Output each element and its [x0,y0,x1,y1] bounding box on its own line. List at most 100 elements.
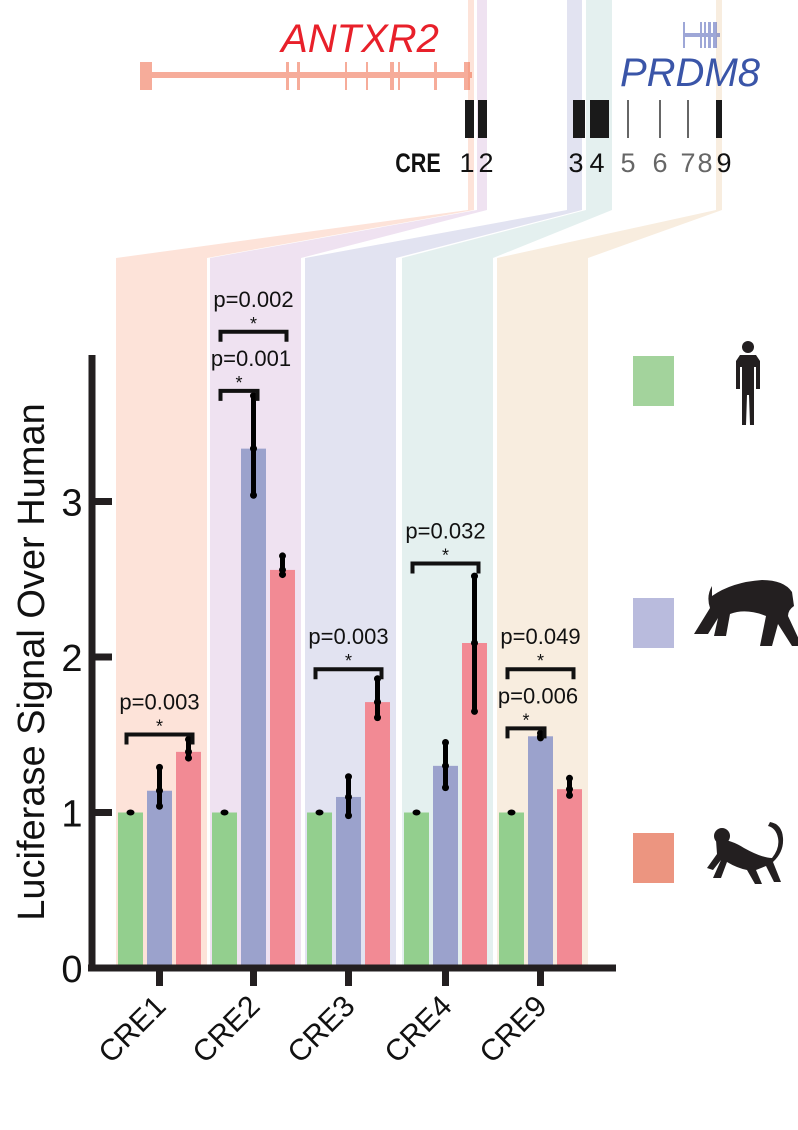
y-tick-label-2: 2 [61,638,82,680]
cre-boxes [465,100,722,138]
data-point [156,802,163,810]
significance-bracket [505,726,547,739]
bar-CRE4-0 [404,812,429,968]
data-point [345,812,352,820]
cre-number-5: 5 [620,148,635,178]
significance-star: * [442,545,449,565]
cre-number-2: 2 [478,148,493,178]
connector-band-CRE4 [402,0,612,258]
data-point [250,491,257,499]
data-point [566,791,573,799]
cre-number-6: 6 [652,148,667,178]
legend-swatch-human [633,356,674,406]
p-value-label: p=0.002 [213,287,293,312]
p-value-label: p=0.003 [308,624,388,649]
bar-CRE2-0 [212,812,237,968]
p-value-label: p=0.049 [500,624,580,649]
y-axis-label: Luciferase Signal Over Human [11,403,53,920]
significance-star: * [235,373,242,393]
data-point [471,572,478,580]
p-value-label: p=0.006 [498,683,578,708]
bar-CRE9-2 [557,789,582,968]
cre-connector-bands [116,0,722,258]
human-silhouette-icon [736,341,760,425]
data-point [412,809,421,816]
data-point [345,793,352,801]
gene-prdm8-label: PRDM8 [620,51,761,95]
cre-track-label: CRE [395,149,441,179]
bar-CRE3-1 [336,796,361,968]
significance-bracket [218,329,289,342]
bar-CRE1-0 [118,812,143,968]
cre-number-8: 8 [697,148,712,178]
legend-swatch-chimpanzee [633,598,674,648]
data-point [374,714,381,722]
gene-antxr2-model [140,62,472,90]
y-tick-label-1: 1 [61,794,82,836]
y-tick-label-0: 0 [61,949,82,991]
bar-CRE9-0 [499,812,524,968]
x-tick-label-CRE4: CRE4 [379,990,459,1070]
bar-CRE2-1 [241,448,266,968]
cre-number-3: 3 [568,148,583,178]
data-point [345,773,352,781]
chimpanzee-silhouette-icon [694,580,798,646]
data-point [185,754,192,762]
data-point [537,729,544,737]
significance-star: * [522,710,529,730]
data-point [374,698,381,706]
significance-bracket [218,388,260,401]
data-point [250,392,257,400]
data-point [279,552,286,560]
data-point [279,566,286,574]
x-tick-label-CRE9: CRE9 [474,990,554,1070]
x-tick-label-CRE2: CRE2 [187,990,267,1070]
data-point [156,763,163,771]
significance-bracket [313,667,384,680]
data-point [507,809,516,816]
data-point [566,774,573,782]
x-tick-label-CRE3: CRE3 [282,990,362,1070]
p-value-label: p=0.032 [405,518,485,543]
data-point [156,787,163,795]
bar-CRE2-2 [270,569,295,968]
bar-CRE3-2 [365,702,390,968]
cre-number-7: 7 [680,148,695,178]
data-point [126,809,135,816]
x-tick-label-CRE1: CRE1 [93,990,173,1070]
bar-CRE1-1 [147,790,172,968]
monkey-silhouette-icon [707,822,784,884]
data-point [315,809,324,816]
data-point [250,445,257,453]
bar-CRE4-1 [433,765,458,968]
p-value-label: p=0.003 [119,690,199,715]
significance-bracket [410,561,481,574]
gene-prdm8-model [683,22,720,48]
significance-star: * [156,717,163,737]
cre-number-9: 9 [716,148,731,178]
bar-CRE1-2 [176,751,201,968]
significance-bracket [124,732,195,745]
data-point [442,739,449,747]
bar-CRE9-1 [528,736,553,968]
data-point [471,639,478,647]
significance-bracket [505,667,576,680]
significance-star: * [345,651,352,671]
y-tick-label-3: 3 [61,483,82,525]
data-point [442,784,449,792]
significance-star: * [537,651,544,671]
significance-star: * [250,314,257,334]
legend-swatch-macaque [633,833,674,883]
bar-CRE3-0 [307,812,332,968]
data-point [185,735,192,743]
data-point [374,675,381,683]
legend [633,341,798,884]
data-point [185,748,192,756]
gene-antxr2-label: ANTXR2 [279,17,439,61]
data-point [566,785,573,793]
data-point [471,707,478,715]
cre-number-4: 4 [589,148,604,178]
data-point [220,809,229,816]
